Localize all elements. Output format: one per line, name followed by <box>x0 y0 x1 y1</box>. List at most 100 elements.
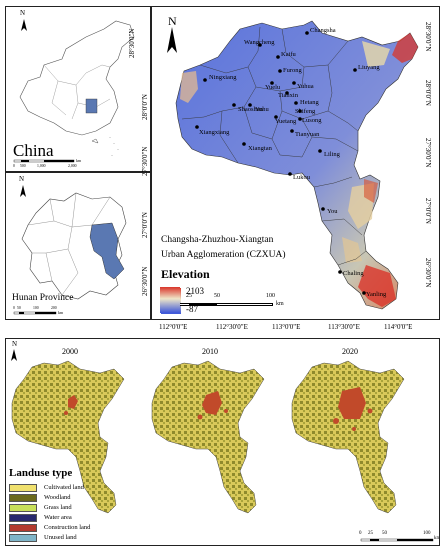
lon-4: 114°0'0"E <box>384 323 413 331</box>
hunan-scale-unit: km <box>58 310 64 315</box>
scale-0: 0 <box>359 531 362 536</box>
main-title-line2: Urban Agglomeration (CZXUA) <box>161 250 286 260</box>
city-label-xiangxiang: Xiangxiang <box>199 129 230 136</box>
elevation-map <box>161 20 419 314</box>
china-north-label: N <box>20 9 26 17</box>
city-label-yuhua: Yuhua <box>297 83 314 90</box>
hunan-label: Hunan Province <box>12 293 74 303</box>
landuse-maps <box>11 349 434 542</box>
hunan-scale-2: 100 <box>33 306 39 310</box>
lat-right-0: 28°30'0"N <box>424 22 432 52</box>
lat-right-4: 26°30'0"N <box>424 258 432 288</box>
elevation-title: Elevation <box>161 267 210 281</box>
north-arrow-icon <box>20 185 26 197</box>
city-label-lukou: Lukou <box>293 174 310 181</box>
main-scale-1: 25 <box>186 293 192 299</box>
lat-right-3: 27°0'0"N <box>424 198 432 224</box>
china-scale-1: 500 <box>20 164 26 168</box>
city-label-furong: Furong <box>283 67 302 74</box>
china-scale-0: 0 <box>13 164 15 168</box>
lat-left-0: 28°30'0"N <box>128 28 136 58</box>
elevation-map-panel: 0 25 50 100 km N Changsha-Zhuzhou-Xiangt… <box>151 6 440 320</box>
legend-label: Construction land <box>44 523 91 531</box>
city-label-yanling: Yanling <box>366 291 387 298</box>
lon-2: 113°0'0"E <box>272 323 301 331</box>
city-label-kaifu: Kaifu <box>281 51 296 58</box>
city-label-ningxiang: Ningxiang <box>209 74 237 81</box>
legend-label: Woodland <box>44 493 71 501</box>
china-outline <box>19 20 135 136</box>
scale-2: 50 <box>382 531 387 536</box>
hunan-inset-panel: N Hunan Province 0 50 100 200 km <box>5 172 151 320</box>
elevation-max: 2103 <box>186 286 204 296</box>
city-label-wangcheng: Wangcheng <box>244 39 275 46</box>
scale-bar <box>13 159 75 163</box>
city-label-liuyang: Liuyang <box>358 64 380 71</box>
china-scale-unit: km <box>76 158 82 163</box>
city-label-yuetang: Yuetang <box>275 118 297 125</box>
scale-3: 100 <box>423 531 431 536</box>
landuse-legend: Landuse type Cultivated land Woodland Gr… <box>9 467 141 545</box>
main-scale-unit: km <box>276 301 284 307</box>
city-label-tianyuan: Tianyuan <box>295 131 320 138</box>
landuse-panel: N 2000 2010 2020 0 25 50 100 km Landuse … <box>5 338 440 546</box>
year-2010: 2010 <box>202 347 218 356</box>
main-title-line1: Changsha-Zhuzhou-Xiangtan <box>161 235 274 245</box>
legend-swatch <box>9 494 37 502</box>
hunan-scale-3: 200 <box>51 306 57 310</box>
north-arrow-icon <box>21 19 27 31</box>
year-2020: 2020 <box>342 347 358 356</box>
legend-label: Water area <box>44 513 72 521</box>
elevation-legend-bar <box>160 287 180 313</box>
legend-swatch <box>9 504 37 512</box>
landuse-north-label: N <box>12 340 18 348</box>
landuse-map-2020 <box>291 360 405 514</box>
china-scale-2: 1,000 <box>37 164 46 168</box>
city-label-you: You <box>327 208 338 215</box>
hunan-outline <box>21 192 127 300</box>
lat-left-4: 26°30'0"N <box>141 266 149 296</box>
lon-1: 112°30'0"E <box>216 323 248 331</box>
legend-swatch <box>9 534 37 542</box>
legend-label: Cultivated land <box>44 483 84 491</box>
city-label-lusong: Lusong <box>302 117 322 124</box>
hunan-map <box>13 185 127 315</box>
scale-1: 25 <box>368 531 373 536</box>
landuse-map-2010 <box>151 360 265 514</box>
legend-label: Unused land <box>44 533 77 541</box>
legend-title: Landuse type <box>9 467 73 479</box>
city-label-tianxin: Tianxin <box>278 92 298 99</box>
lat-left-1: 28°0'0"N <box>141 94 149 120</box>
lat-right-2: 27°30'0"N <box>424 138 432 168</box>
hunan-highlight <box>85 98 98 114</box>
china-inset-panel: N China 0 500 1,000 2,000 km <box>5 6 151 172</box>
scale-bar <box>13 311 57 315</box>
main-scale-3: 100 <box>266 293 275 299</box>
hunan-north-label: N <box>19 175 25 183</box>
city-label-shifeng: Shifeng <box>295 108 316 115</box>
hunan-scale-0: 0 <box>13 306 15 310</box>
city-label-yuhu: Yuhu <box>255 106 269 113</box>
china-scale-3: 2,000 <box>68 164 77 168</box>
lon-3: 113°30'0"E <box>328 323 360 331</box>
city-label-xiangtan: Xiangtan <box>248 145 272 152</box>
city-label-liling: Liling <box>324 151 340 158</box>
main-north-label: N <box>168 14 177 28</box>
legend-label: Grass land <box>44 503 72 511</box>
hunan-scale-1: 50 <box>17 306 21 310</box>
legend-swatch <box>9 484 37 492</box>
elevation-min-label: -87 <box>186 304 198 314</box>
legend-swatch <box>9 524 37 532</box>
city-label-chaling: Chaling <box>343 270 364 277</box>
lat-right-1: 28°0'0"N <box>424 80 432 106</box>
china-label: China <box>13 141 54 160</box>
city-label-changsha: Changsha <box>310 27 336 34</box>
lon-0: 112°0'0"E <box>159 323 188 331</box>
china-map <box>13 19 135 163</box>
city-label-shaoshan: Shaoshan <box>238 106 263 113</box>
scale-unit: km <box>434 536 440 541</box>
landuse-scale-bar <box>360 538 434 542</box>
city-label-yuelu: Yuelu <box>265 84 281 91</box>
legend-swatch <box>9 514 37 522</box>
north-arrow-icon <box>167 27 177 53</box>
